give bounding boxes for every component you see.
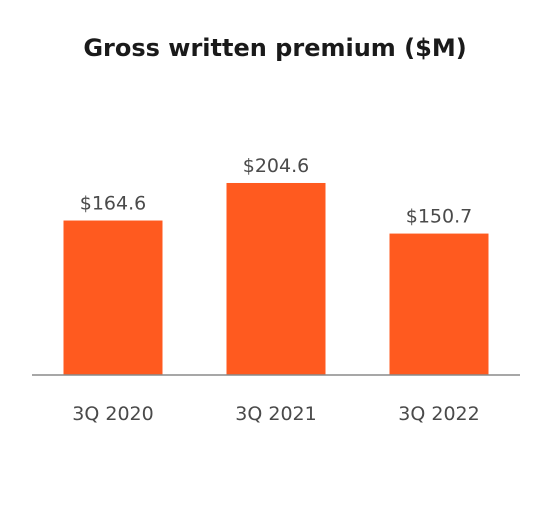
data-label: $164.6 xyxy=(80,193,146,215)
bar-3q-2022 xyxy=(389,233,489,375)
bar-3q-2020 xyxy=(63,220,163,375)
labels-layer: $164.6 3Q 2020 $204.6 3Q 2021 $150.7 3Q 2022 xyxy=(72,155,479,425)
bars-layer xyxy=(63,182,489,375)
data-label: $204.6 xyxy=(243,155,309,177)
x-tick-label: 3Q 2021 xyxy=(235,403,316,425)
x-tick-label: 3Q 2020 xyxy=(72,403,153,425)
data-label: $150.7 xyxy=(406,206,472,228)
x-tick-label: 3Q 2022 xyxy=(398,403,479,425)
bar-3q-2021 xyxy=(226,182,326,375)
chart-title: Gross written premium ($M) xyxy=(83,34,467,62)
